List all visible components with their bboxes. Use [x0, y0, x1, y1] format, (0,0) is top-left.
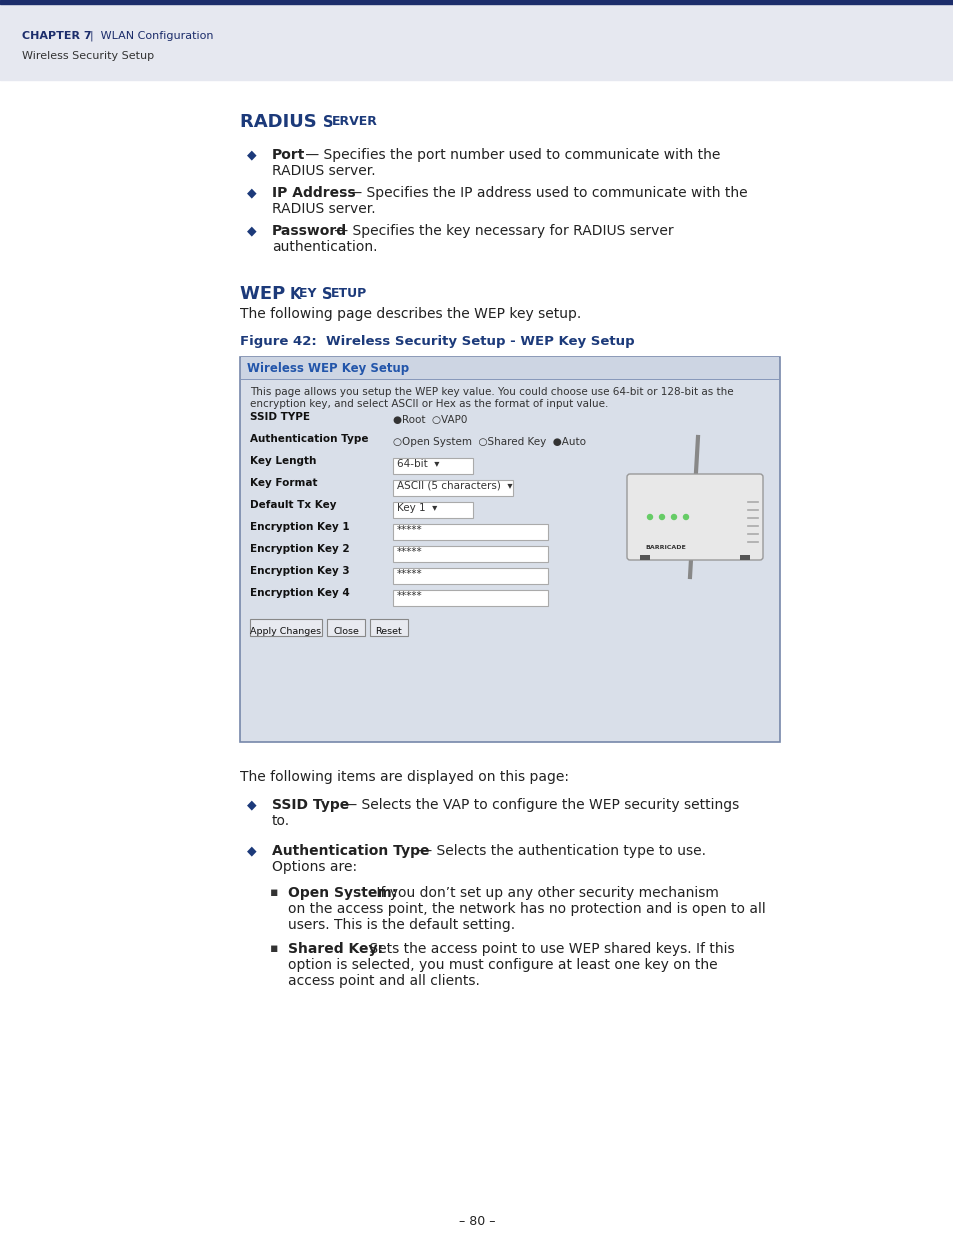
Bar	[393, 458, 473, 474]
Text: — Specifies the IP address used to communicate with the: — Specifies the IP address used to commu…	[344, 186, 747, 200]
Text: ●Root  ○VAP0: ●Root ○VAP0	[393, 415, 467, 425]
Bar	[393, 590, 547, 606]
Text: BARRICADE: BARRICADE	[644, 545, 685, 550]
Text: ▪: ▪	[270, 885, 278, 899]
Text: Encryption Key 1: Encryption Key 1	[250, 522, 349, 532]
Text: |  WLAN Configuration: | WLAN Configuration	[83, 31, 213, 41]
Text: Close: Close	[333, 627, 358, 636]
Bar	[327, 619, 365, 636]
Bar	[241, 357, 779, 379]
Text: ◆: ◆	[247, 224, 256, 237]
FancyBboxPatch shape	[626, 474, 762, 559]
Bar	[740, 555, 749, 559]
Text: EY: EY	[298, 287, 320, 300]
Text: RADIUS server.: RADIUS server.	[272, 203, 375, 216]
Text: WEP: WEP	[240, 285, 292, 303]
Bar	[250, 619, 322, 636]
Text: Apply Changes: Apply Changes	[251, 627, 321, 636]
Text: The following page describes the WEP key setup.: The following page describes the WEP key…	[240, 308, 580, 321]
Text: ASCII (5 characters)  ▾: ASCII (5 characters) ▾	[396, 480, 512, 492]
Text: Shared Key:: Shared Key:	[288, 942, 382, 956]
Text: Encryption Key 3: Encryption Key 3	[250, 566, 349, 576]
Text: option is selected, you must configure at least one key on the: option is selected, you must configure a…	[288, 958, 717, 972]
Text: to.: to.	[272, 814, 290, 827]
Text: RADIUS: RADIUS	[240, 112, 323, 131]
Text: ERVER: ERVER	[332, 115, 377, 128]
Text: 64-bit  ▾: 64-bit ▾	[396, 459, 439, 469]
Text: SSID TYPE: SSID TYPE	[250, 412, 310, 422]
Text: access point and all clients.: access point and all clients.	[288, 974, 479, 988]
Bar	[393, 524, 547, 540]
Text: Reset: Reset	[375, 627, 402, 636]
Circle shape	[659, 515, 664, 520]
Text: ◆: ◆	[247, 186, 256, 199]
Text: SSID Type: SSID Type	[272, 798, 349, 811]
Text: CHAPTER 7: CHAPTER 7	[22, 31, 91, 41]
Text: — Specifies the port number used to communicate with the: — Specifies the port number used to comm…	[300, 148, 720, 162]
Text: ▪: ▪	[270, 942, 278, 955]
Text: *****: *****	[396, 547, 422, 557]
Bar	[370, 619, 408, 636]
Text: authentication.: authentication.	[272, 240, 377, 254]
Text: The following items are displayed on this page:: The following items are displayed on thi…	[240, 769, 568, 784]
Text: S: S	[322, 287, 333, 303]
Text: Sets the access point to use WEP shared keys. If this: Sets the access point to use WEP shared …	[365, 942, 734, 956]
Text: Key Length: Key Length	[250, 456, 316, 466]
Text: Options are:: Options are:	[272, 860, 356, 874]
Circle shape	[682, 515, 688, 520]
Text: ◆: ◆	[247, 844, 256, 857]
Text: RADIUS server.: RADIUS server.	[272, 164, 375, 178]
Text: Wireless WEP Key Setup: Wireless WEP Key Setup	[247, 362, 409, 375]
Text: ETUP: ETUP	[331, 287, 367, 300]
Text: Authentication Type: Authentication Type	[272, 844, 429, 858]
Text: Default Tx Key: Default Tx Key	[250, 500, 336, 510]
Text: — Selects the authentication type to use.: — Selects the authentication type to use…	[414, 844, 706, 858]
Text: *****: *****	[396, 569, 422, 579]
Text: Figure 42:  Wireless Security Setup - WEP Key Setup: Figure 42: Wireless Security Setup - WEP…	[240, 335, 634, 348]
Text: *****: *****	[396, 525, 422, 535]
Text: This page allows you setup the WEP key value. You could choose use 64-bit or 128: This page allows you setup the WEP key v…	[250, 387, 733, 396]
Circle shape	[671, 515, 676, 520]
Text: K: K	[290, 287, 301, 303]
Text: ◆: ◆	[247, 148, 256, 161]
Bar	[393, 568, 547, 584]
Bar	[0, 0, 953, 4]
Circle shape	[647, 515, 652, 520]
Text: Password: Password	[272, 224, 347, 238]
Bar	[240, 357, 780, 742]
Bar	[393, 501, 473, 517]
Text: — Specifies the key necessary for RADIUS server: — Specifies the key necessary for RADIUS…	[329, 224, 673, 238]
Text: — Selects the VAP to configure the WEP security settings: — Selects the VAP to configure the WEP s…	[339, 798, 739, 811]
Text: Authentication Type: Authentication Type	[250, 433, 368, 445]
Text: ◆: ◆	[247, 798, 256, 811]
Text: Wireless Security Setup: Wireless Security Setup	[22, 51, 154, 61]
Text: users. This is the default setting.: users. This is the default setting.	[288, 918, 515, 932]
Text: encryption key, and select ASCII or Hex as the format of input value.: encryption key, and select ASCII or Hex …	[250, 399, 608, 409]
Text: Encryption Key 4: Encryption Key 4	[250, 588, 350, 598]
Text: *****: *****	[396, 592, 422, 601]
Text: IP Address: IP Address	[272, 186, 355, 200]
Text: Encryption Key 2: Encryption Key 2	[250, 543, 349, 555]
Text: Open System:: Open System:	[288, 885, 396, 900]
Text: Key Format: Key Format	[250, 478, 317, 488]
Text: If you don’t set up any other security mechanism: If you don’t set up any other security m…	[372, 885, 719, 900]
Text: Key 1  ▾: Key 1 ▾	[396, 503, 436, 513]
Bar	[0, 4, 953, 80]
Text: Port: Port	[272, 148, 305, 162]
Text: ○Open System  ○Shared Key  ●Auto: ○Open System ○Shared Key ●Auto	[393, 437, 585, 447]
Text: S: S	[323, 115, 334, 130]
Text: on the access point, the network has no protection and is open to all: on the access point, the network has no …	[288, 902, 765, 916]
Bar	[639, 555, 649, 559]
Bar	[393, 480, 513, 496]
Text: – 80 –: – 80 –	[458, 1215, 495, 1228]
Bar	[393, 546, 547, 562]
